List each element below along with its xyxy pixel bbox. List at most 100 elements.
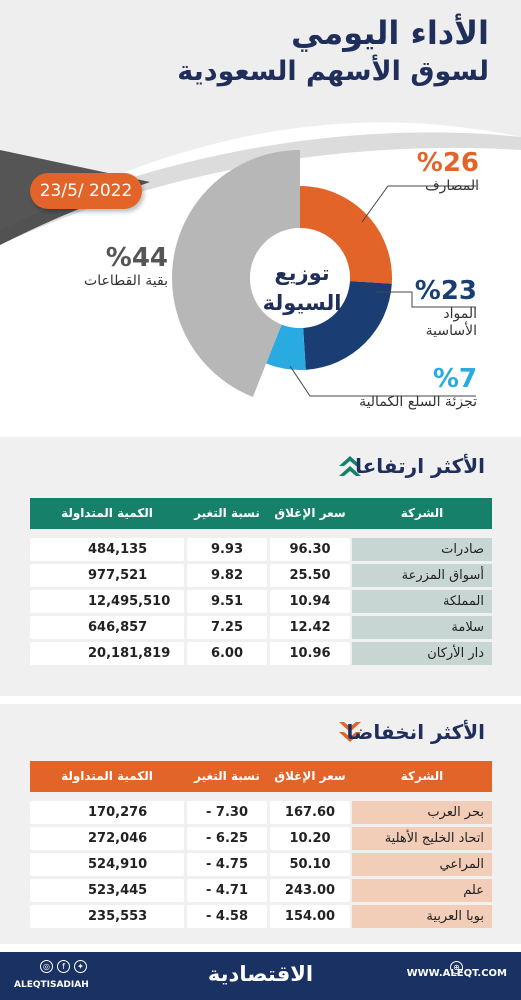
cell-qty: 523,445 xyxy=(30,879,184,902)
legend-banks-pct: %26 xyxy=(416,148,479,178)
page-subtitle: لسوق الأسهم السعودية xyxy=(177,56,489,87)
cell-change: 9.51 xyxy=(187,590,267,613)
col-qty: الكمية المتداولة xyxy=(61,506,153,520)
col-close: سعر الإغلاق xyxy=(274,506,346,520)
cell-change: 7.25 xyxy=(187,616,267,639)
twitter-icon[interactable]: ✦ xyxy=(74,960,87,973)
globe-icon: ⊕ xyxy=(450,961,463,974)
table-row: علم 243.00 - 4.71 523,445 xyxy=(30,879,492,902)
cell-qty: 646,857 xyxy=(30,616,184,639)
double-chevron-down-icon xyxy=(339,722,361,742)
legend-retail-label: تجزئة السلع الكمالية xyxy=(359,394,477,410)
cell-change: 6.00 xyxy=(187,642,267,665)
date-badge: 23/5/ 2022 xyxy=(30,173,142,209)
cell-qty: 170,276 xyxy=(30,801,184,824)
legend-materials-label-line2: الأساسية xyxy=(425,323,477,339)
table-row: أسواق المزرعة 25.50 9.82 977,521 xyxy=(30,564,492,587)
gainers-title: الأكثر ارتفاعا xyxy=(355,454,485,478)
table-row: سلامة 12.42 7.25 646,857 xyxy=(30,616,492,639)
gainers-section: الأكثر ارتفاعا الشركة سعر الإغلاق نسبة ا… xyxy=(0,437,521,696)
leader-line-banks xyxy=(361,185,476,223)
legend-other-label: بقية القطاعات xyxy=(84,273,168,289)
table-row: اتحاد الخليج الأهلية 10.20 - 6.25 272,04… xyxy=(30,827,492,850)
cell-company: المملكة xyxy=(352,590,492,613)
table-row: بوبا العربية 154.00 - 4.58 235,553 xyxy=(30,905,492,928)
legend-materials-pct: %23 xyxy=(414,276,477,306)
losers-table-header: الشركة سعر الإغلاق نسبة التغير % الكمية … xyxy=(30,761,492,814)
losers-section: الأكثر انخفاضا الشركة سعر الإغلاق نسبة ا… xyxy=(0,704,521,944)
col-company: الشركة xyxy=(400,769,444,783)
cell-qty: 20,181,819 xyxy=(30,642,184,665)
liquidity-donut-chart xyxy=(171,150,476,398)
legend-banks-label: المصارف xyxy=(425,178,479,194)
cell-close: 154.00 xyxy=(270,905,350,928)
cell-qty: 977,521 xyxy=(30,564,184,587)
legend-retail: %7 تجزئة السلع الكمالية xyxy=(359,364,477,411)
col-company: الشركة xyxy=(400,506,444,520)
cell-company: المراعي xyxy=(352,853,492,876)
footer-bar: ◎ f ✦ ALEQTISADIAH الاقتصادية ⊕ WWW.ALEQ… xyxy=(0,952,521,1000)
legend-banks: %26 المصارف xyxy=(417,148,479,195)
cell-company: اتحاد الخليج الأهلية xyxy=(352,827,492,850)
cell-close: 50.10 xyxy=(270,853,350,876)
table-row: دار الأركان 10.96 6.00 20,181,819 xyxy=(30,642,492,665)
donut-slice-other xyxy=(171,150,300,398)
cell-close: 167.60 xyxy=(270,801,350,824)
table-row: صادرات 96.30 9.93 484,135 xyxy=(30,538,492,561)
cell-change: 9.82 xyxy=(187,564,267,587)
double-chevron-up-icon xyxy=(339,456,361,476)
cell-company: علم xyxy=(352,879,492,902)
cell-qty: 272,046 xyxy=(30,827,184,850)
col-qty: الكمية المتداولة xyxy=(61,769,153,783)
cell-qty: 235,553 xyxy=(30,905,184,928)
table-row: بحر العرب 167.60 - 7.30 170,276 xyxy=(30,801,492,824)
brand-logo: الاقتصادية xyxy=(207,962,314,986)
cell-close: 12.42 xyxy=(270,616,350,639)
page-title: الأداء اليومي xyxy=(291,14,489,52)
donut-slice-banks xyxy=(300,186,392,284)
cell-change: 9.93 xyxy=(187,538,267,561)
cell-change: - 7.30 xyxy=(187,801,267,824)
cell-company: دار الأركان xyxy=(352,642,492,665)
social-handle[interactable]: ALEQTISADIAH xyxy=(14,980,89,990)
col-close: سعر الإغلاق xyxy=(274,769,346,783)
leader-line-retail xyxy=(289,365,476,397)
cell-close: 96.30 xyxy=(270,538,350,561)
donut-hole xyxy=(250,228,350,328)
cell-close: 10.94 xyxy=(270,590,350,613)
cell-company: بوبا العربية xyxy=(352,905,492,928)
legend-other: %44 بقية القطاعات xyxy=(84,243,168,290)
leader-line-materials xyxy=(376,291,476,308)
cell-company: أسواق المزرعة xyxy=(352,564,492,587)
legend-materials: %23 المواد الأساسية xyxy=(415,276,477,340)
cell-change: - 4.58 xyxy=(187,905,267,928)
liquidity-section: الأداء اليومي لسوق الأسهم السعودية 23/5/… xyxy=(0,0,521,437)
cell-company: بحر العرب xyxy=(352,801,492,824)
losers-title: الأكثر انخفاضا xyxy=(346,720,485,744)
cell-qty: 524,910 xyxy=(30,853,184,876)
col-change: نسبة التغير % xyxy=(194,506,260,551)
instagram-icon[interactable]: ◎ xyxy=(40,960,53,973)
cell-close: 10.96 xyxy=(270,642,350,665)
cell-company: صادرات xyxy=(352,538,492,561)
cell-qty: 484,135 xyxy=(30,538,184,561)
cell-company: سلامة xyxy=(352,616,492,639)
cell-close: 10.20 xyxy=(270,827,350,850)
table-row: المراعي 50.10 - 4.75 524,910 xyxy=(30,853,492,876)
cell-qty: 12,495,510 xyxy=(30,590,184,613)
legend-materials-label-line1: المواد xyxy=(443,306,477,322)
legend-retail-pct: %7 xyxy=(432,364,477,394)
legend-other-pct: %44 xyxy=(105,243,168,273)
col-change: نسبة التغير % xyxy=(194,769,260,814)
facebook-icon[interactable]: f xyxy=(57,960,70,973)
donut-slice-retail xyxy=(266,324,306,370)
gainers-table-header: الشركة سعر الإغلاق نسبة التغير % الكمية … xyxy=(30,498,492,551)
chart-center-label: توزيع السيولة xyxy=(250,258,354,318)
chart-center-line2: السيولة xyxy=(262,291,342,315)
cell-close: 25.50 xyxy=(270,564,350,587)
donut-slice-materials xyxy=(303,281,392,370)
website-link[interactable]: WWW.ALEQT.COM xyxy=(406,968,507,979)
cell-change: - 4.75 xyxy=(187,853,267,876)
chart-center-line1: توزيع xyxy=(274,261,330,285)
table-row: المملكة 10.94 9.51 12,495,510 xyxy=(30,590,492,613)
